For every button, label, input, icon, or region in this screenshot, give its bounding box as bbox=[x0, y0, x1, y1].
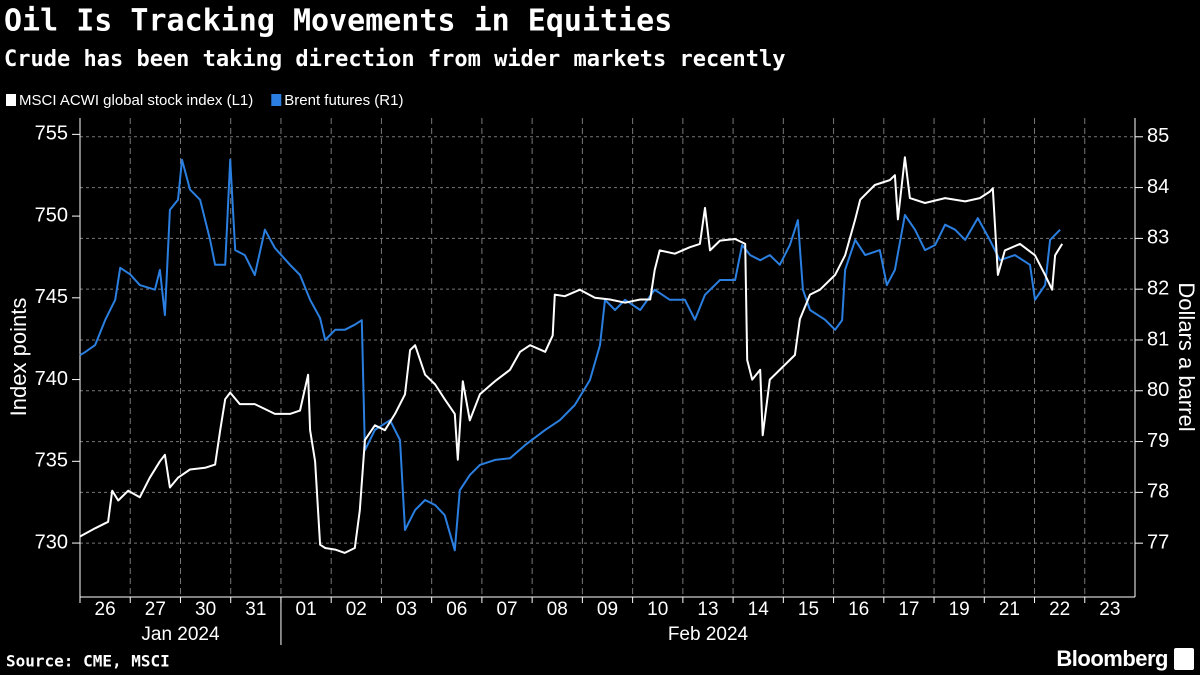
x-group-label: Jan 2024 bbox=[141, 624, 220, 645]
series-line bbox=[79, 158, 1061, 552]
x-tick-label: 01 bbox=[296, 599, 317, 620]
x-tick-label: 15 bbox=[798, 599, 819, 620]
y2-tick-label: 78 bbox=[1147, 481, 1169, 503]
legend-label: MSCI ACWI global stock index (L1) bbox=[19, 92, 253, 109]
legend-label: Brent futures (R1) bbox=[284, 92, 403, 109]
x-tick-label: 27 bbox=[145, 599, 166, 620]
chart-title: Oil Is Tracking Movements in Equities bbox=[4, 4, 672, 39]
y-tick-label: 745 bbox=[35, 286, 68, 308]
x-tick-label: 08 bbox=[547, 599, 568, 620]
chart-subtitle: Crude has been taking direction from wid… bbox=[4, 47, 785, 72]
x-tick-label: 14 bbox=[748, 599, 770, 620]
x-tick-label: 06 bbox=[446, 599, 467, 620]
y2-tick-label: 81 bbox=[1147, 328, 1169, 350]
x-tick-label: 16 bbox=[848, 599, 869, 620]
x-tick-label: 07 bbox=[496, 599, 517, 620]
brand: Bloomberg bbox=[1056, 646, 1168, 671]
legend-swatch bbox=[271, 94, 282, 106]
x-tick-label: 09 bbox=[597, 599, 618, 620]
y-tick-label: 740 bbox=[35, 368, 68, 390]
y-tick-label: 750 bbox=[35, 204, 68, 226]
x-tick-label: 03 bbox=[396, 599, 417, 620]
y2-tick-label: 85 bbox=[1147, 125, 1169, 147]
y2-tick-label: 77 bbox=[1147, 531, 1169, 553]
y-tick-label: 735 bbox=[35, 450, 68, 472]
source: Source: CME, MSCI bbox=[6, 652, 170, 671]
x-tick-label: 22 bbox=[1049, 599, 1070, 620]
y2-tick-label: 79 bbox=[1147, 430, 1169, 452]
y2-tick-label: 83 bbox=[1147, 227, 1169, 249]
brand-icon bbox=[1174, 648, 1194, 670]
x-tick-label: 26 bbox=[95, 599, 116, 620]
x-tick-label: 10 bbox=[647, 599, 668, 620]
x-tick-label: 31 bbox=[245, 599, 266, 620]
x-group-label: Feb 2024 bbox=[668, 624, 749, 645]
x-tick-label: 21 bbox=[999, 599, 1020, 620]
series-line bbox=[79, 156, 1064, 554]
x-tick-label: 13 bbox=[697, 599, 718, 620]
y-tick-label: 730 bbox=[35, 531, 68, 553]
x-tick-label: 30 bbox=[195, 599, 216, 620]
y-axis-label: Index points bbox=[6, 298, 31, 417]
y2-tick-label: 84 bbox=[1147, 176, 1169, 198]
x-tick-label: 02 bbox=[346, 599, 367, 620]
y2-tick-label: 82 bbox=[1147, 277, 1169, 299]
y-tick-label: 755 bbox=[35, 123, 68, 145]
y2-axis-label: Dollars a barrel bbox=[1174, 282, 1199, 431]
legend-swatch bbox=[6, 94, 16, 106]
x-tick-label: 19 bbox=[949, 599, 970, 620]
x-tick-label: 17 bbox=[898, 599, 919, 620]
y2-tick-label: 80 bbox=[1147, 379, 1169, 401]
x-tick-label: 23 bbox=[1099, 599, 1120, 620]
